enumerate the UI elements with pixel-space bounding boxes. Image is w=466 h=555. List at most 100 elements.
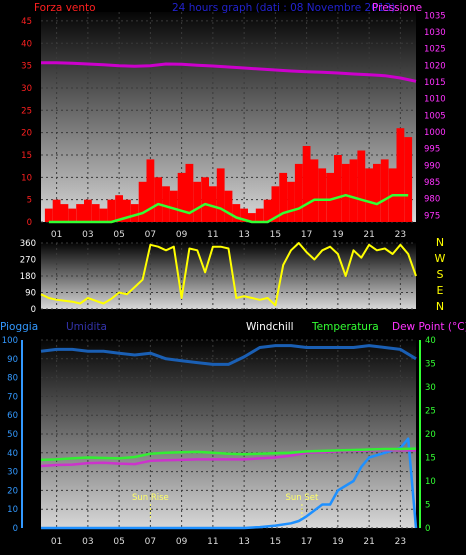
wind-bar (107, 199, 116, 222)
direction-tick-label: 90 (25, 289, 36, 299)
x-tick-label: 13 (238, 537, 249, 547)
y-left-tick-label: 30 (7, 468, 18, 478)
wind-bar (310, 159, 319, 222)
wind-bar (138, 181, 147, 222)
pressure-axis-title: Pressione (372, 2, 422, 14)
x-tick-label: 21 (363, 230, 374, 240)
wind-bar (318, 168, 327, 222)
y-left-tick-label: 20 (7, 486, 18, 496)
y-right-tick-label: 1015 (424, 78, 446, 88)
wind-axis-title: Forza vento (34, 2, 96, 14)
y-right-tick-label: 25 (425, 407, 436, 417)
wind-bar (326, 172, 334, 222)
wind-bar (287, 181, 295, 222)
x-tick-label: 11 (207, 230, 218, 240)
y-right-tick-label: 1010 (424, 95, 446, 105)
y-right-tick-label: 35 (425, 360, 436, 370)
y-left-tick-label: 10 (21, 173, 32, 183)
y-left-tick-label: 80 (7, 374, 18, 384)
wind-bar (76, 204, 84, 222)
wind-bar (169, 190, 178, 222)
x-tick-label: 05 (113, 537, 124, 547)
wind-bar (232, 204, 241, 222)
x-tick-label: 19 (332, 230, 344, 240)
panel-wind-pressure: 0510152025303540459759809859909951000100… (21, 11, 445, 240)
wind-bar (115, 195, 123, 222)
y-right-tick-label: 1030 (424, 28, 446, 38)
y-right-tick-label: 0 (425, 524, 430, 534)
temperature-line (40, 447, 417, 462)
wind-bar (177, 172, 186, 222)
y-right-tick-label: 20 (425, 430, 436, 440)
x-tick-label: 07 (145, 230, 156, 240)
wind-bar (240, 208, 248, 222)
legend-label: Umidita (66, 321, 107, 333)
y-right-tick-label: 1005 (424, 111, 446, 121)
y-left-tick-label: 40 (7, 449, 18, 459)
x-tick-label: 03 (82, 230, 93, 240)
y-left-tick-label: 60 (7, 411, 18, 421)
wind-bar (68, 208, 77, 222)
wind-bar (123, 199, 131, 222)
wind-bar (91, 204, 100, 222)
y-right-tick-label: 980 (424, 195, 440, 205)
y-right-tick-label: 990 (424, 161, 440, 171)
wind-average-line (48, 193, 409, 224)
direction-letter: N (436, 236, 444, 249)
panel-rain-temperature: 0102030405060708090100051015202530354001… (2, 336, 436, 547)
wind-bar (365, 168, 373, 222)
wind-bar (404, 137, 413, 222)
legend-label: Pioggia (0, 321, 38, 333)
direction-letter: S (437, 268, 444, 281)
y-right-tick-label: 30 (425, 383, 436, 393)
y-left-tick-label: 50 (7, 430, 18, 440)
wind-bar (146, 159, 155, 222)
direction-tick-label: 180 (20, 272, 36, 282)
y-right-tick-label: 985 (424, 178, 440, 188)
wind-bar (154, 177, 163, 222)
wind-bar (263, 199, 272, 222)
x-tick-label: 11 (207, 537, 218, 547)
y-left-tick-label: 0 (13, 524, 18, 534)
y-left-tick-label: 25 (21, 106, 32, 116)
pressure-line (41, 61, 417, 83)
wind-bar (357, 150, 366, 222)
y-right-tick-label: 40 (425, 336, 436, 346)
panel-wind-direction: 0 90 180 270 360 (20, 239, 417, 315)
sun-annotation-label: Sun Rise (132, 493, 169, 503)
wind-bar (60, 204, 69, 222)
x-tick-label: 13 (238, 230, 249, 240)
wind-bar (396, 128, 405, 222)
x-tick-label: 15 (270, 230, 281, 240)
wind-bar (193, 181, 202, 222)
chart-title: 24 hours graph (dati : 08 Novembre 2013) (172, 2, 395, 14)
wind-bar (84, 199, 92, 222)
x-tick-label: 07 (145, 537, 156, 547)
y-left-tick-label: 5 (27, 196, 32, 206)
wind-bar (52, 199, 61, 222)
sun-annotation-label: Sun Set (286, 493, 319, 503)
bottom-legend: Pioggia Umidita Windchill Temperatura Dew Po… (0, 321, 466, 333)
y-left-tick-label: 40 (21, 39, 32, 49)
y-left-tick-label: 15 (21, 151, 32, 161)
legend-label: Dew Point (°C) (392, 321, 466, 333)
wind-bar (44, 208, 53, 222)
y-right-tick-label: 1035 (424, 11, 446, 21)
wind-bar (341, 163, 350, 222)
wind-bar (185, 163, 194, 222)
y-left-tick-label: 30 (21, 84, 32, 94)
y-left-tick-label: 100 (2, 336, 18, 346)
x-tick-label: 15 (270, 537, 281, 547)
direction-letter: W (435, 252, 446, 265)
wind-bar (349, 159, 358, 222)
wind-bar (373, 163, 381, 222)
y-right-tick-label: 1020 (424, 61, 446, 71)
y-left-tick-label: 0 (27, 218, 32, 228)
wind-bar (380, 159, 389, 222)
y-right-tick-label: 10 (425, 477, 436, 487)
y-right-tick-label: 5 (425, 501, 430, 511)
wind-bar (279, 172, 288, 222)
